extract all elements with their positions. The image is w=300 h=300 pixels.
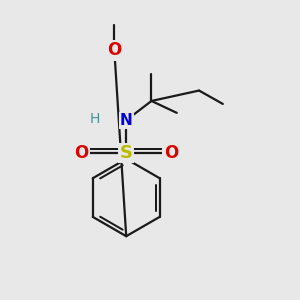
Text: O: O <box>164 144 178 162</box>
Text: N: N <box>120 113 133 128</box>
Text: O: O <box>107 41 122 59</box>
Text: H: H <box>90 112 100 126</box>
Text: S: S <box>120 144 133 162</box>
Text: O: O <box>74 144 89 162</box>
